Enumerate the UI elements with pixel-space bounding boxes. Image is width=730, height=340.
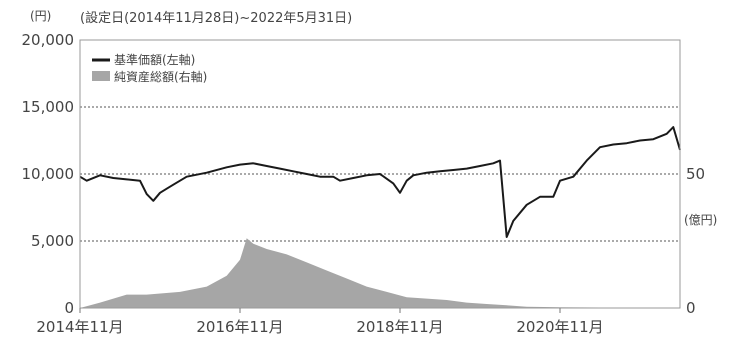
- x-tick-label: 2016年11月: [196, 318, 283, 336]
- series-aum-area: [80, 238, 680, 308]
- y-right-ticks: 0 50: [686, 165, 705, 317]
- legend-nav-label: 基準価額(左軸): [114, 52, 195, 67]
- x-tick-label: 2018年11月: [356, 318, 443, 336]
- legend-area-swatch: [92, 71, 110, 81]
- y-right-unit: (億円): [684, 213, 717, 227]
- y-left-unit: (円): [30, 9, 51, 23]
- chart-subtitle: (設定日(2014年11月28日)~2022年5月31日): [80, 10, 352, 26]
- x-ticks: 2014年11月 2016年11月 2018年11月 2020年11月: [36, 308, 604, 336]
- y-left-tick-label: 20,000: [22, 31, 75, 49]
- legend: 基準価額(左軸) 純資産総額(右軸): [92, 52, 207, 84]
- y-left-tick-label: 5,000: [31, 232, 74, 250]
- y-right-tick-label: 50: [686, 165, 705, 183]
- x-tick-label: 2020年11月: [516, 318, 603, 336]
- y-left-tick-label: 0: [64, 299, 74, 317]
- y-left-tick-label: 10,000: [22, 165, 75, 183]
- series-nav-line: [79, 126, 681, 238]
- x-tick-label: 2014年11月: [36, 318, 123, 336]
- line-layer: [79, 126, 681, 238]
- legend-aum-label: 純資産総額(右軸): [114, 69, 207, 84]
- y-left-ticks: 0 5,000 10,000 15,000 20,000: [22, 31, 75, 317]
- y-right-tick-label: 0: [686, 299, 696, 317]
- area-layer: [80, 238, 680, 308]
- y-left-tick-label: 15,000: [22, 98, 75, 116]
- plot-frame: [79, 39, 681, 309]
